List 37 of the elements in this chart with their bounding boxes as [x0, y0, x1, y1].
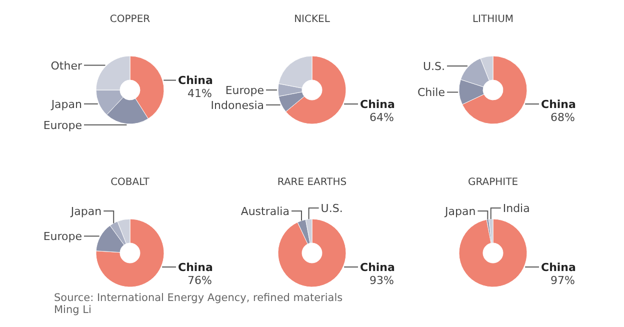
chart-title: RARE EARTHS — [277, 177, 347, 188]
slice-label: Japan — [50, 98, 82, 111]
slice-label: China — [178, 261, 213, 274]
slice-label: China — [360, 261, 395, 274]
slice-label: China — [360, 98, 395, 111]
slice-label: Europe — [225, 84, 264, 97]
slice-label: China — [541, 98, 576, 111]
slice-label: Japan — [70, 205, 102, 218]
source-note: Source: International Energy Agency, refined materials — [54, 292, 343, 304]
donut-slice — [458, 218, 528, 288]
slice-label: Chile — [417, 86, 446, 100]
data-label: 68% — [550, 111, 575, 124]
slice-label: China — [178, 74, 213, 88]
text: Ming Li — [54, 304, 92, 316]
slice-label: Europe — [43, 230, 82, 244]
slice-label: India — [502, 202, 530, 215]
slice-label: Indonesia — [210, 98, 264, 112]
slice-label: U.S. — [422, 60, 445, 74]
slice-label: Japan — [444, 205, 476, 218]
slice-label: Other — [50, 59, 82, 72]
slice-label: Europe — [43, 118, 82, 132]
data-label: 41% — [188, 87, 212, 100]
data-label: 64% — [370, 111, 394, 124]
donut-slice — [96, 218, 164, 288]
slice-label: Australia — [240, 205, 290, 218]
chart-title: NICKEL — [294, 14, 330, 25]
data-label: 97% — [550, 274, 575, 287]
chart-title: LITHIUM — [472, 14, 514, 25]
chart-title: COPPER — [110, 14, 150, 25]
slice-label: U.S. — [320, 202, 343, 215]
slice-label: China — [541, 261, 576, 274]
donut-slice — [462, 56, 528, 124]
data-label: 76% — [188, 274, 212, 287]
donut-slice — [278, 218, 346, 288]
data-label: 93% — [370, 274, 394, 287]
chart-title: COBALT — [110, 177, 150, 188]
chart-title: GRAPHITE — [468, 177, 518, 188]
